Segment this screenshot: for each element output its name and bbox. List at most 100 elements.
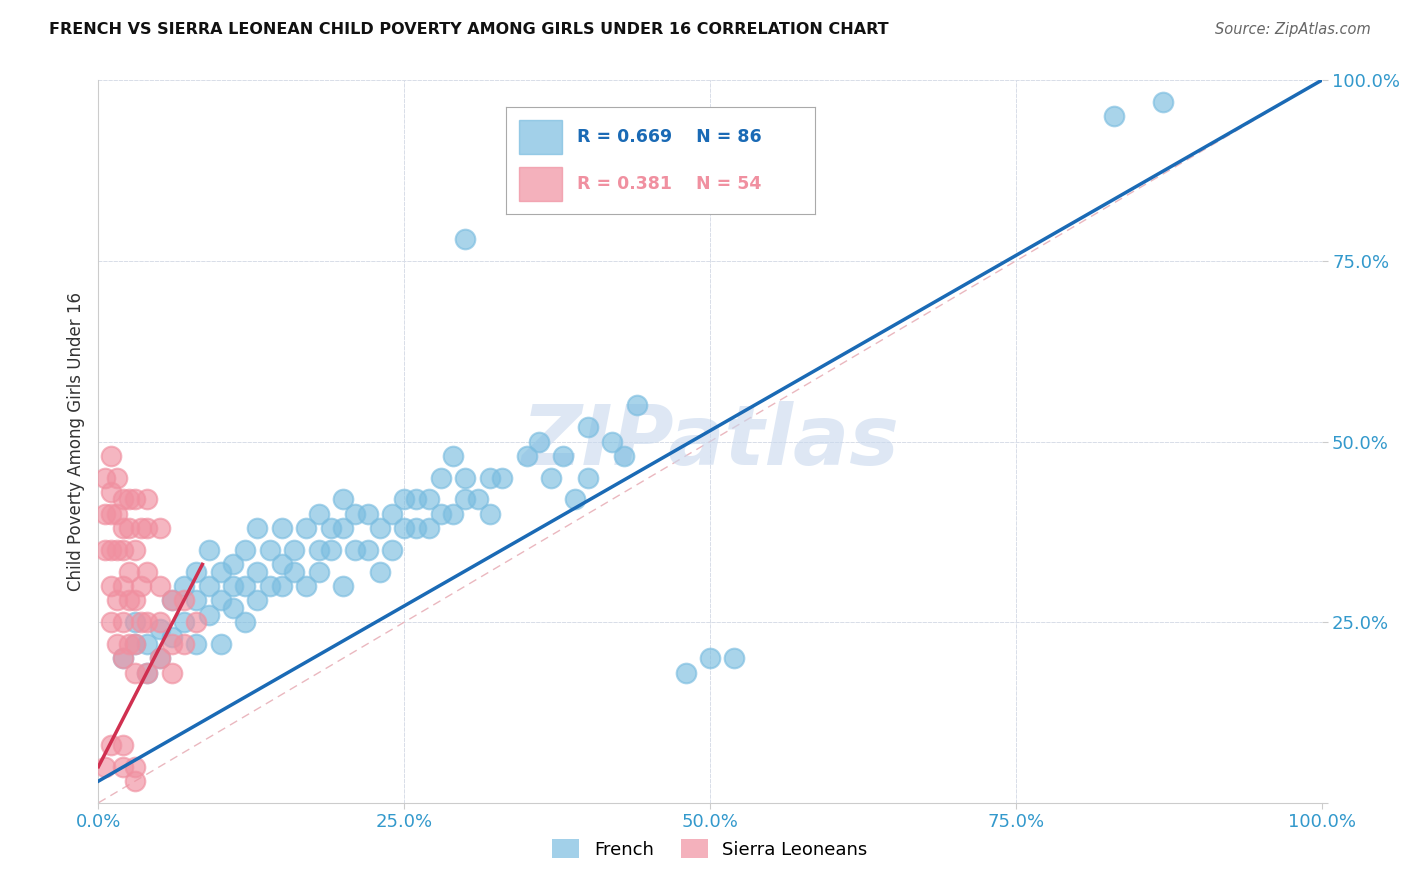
Point [124, 615, 146, 630]
Point [100, 449, 122, 463]
Text: R = 0.669    N = 86: R = 0.669 N = 86 [578, 128, 762, 146]
Point [160, 665, 183, 680]
Point [209, 593, 232, 607]
Point [332, 521, 354, 535]
Point [197, 542, 219, 557]
Point [160, 593, 183, 607]
Point [111, 615, 134, 630]
Point [478, 470, 501, 484]
Point [111, 521, 134, 535]
Bar [519, 167, 562, 202]
Point [233, 579, 256, 593]
Point [723, 651, 745, 665]
Point [626, 398, 648, 412]
Point [344, 507, 367, 521]
Point [295, 579, 318, 593]
Text: FRENCH VS SIERRA LEONEAN CHILD POVERTY AMONG GIRLS UNDER 16 CORRELATION CHART: FRENCH VS SIERRA LEONEAN CHILD POVERTY A… [49, 22, 889, 37]
Point [270, 521, 294, 535]
Bar [519, 120, 562, 154]
Point [100, 738, 122, 752]
Point [111, 492, 134, 507]
Y-axis label: Child Poverty Among Girls Under 16: Child Poverty Among Girls Under 16 [66, 292, 84, 591]
Point [222, 600, 245, 615]
Point [1102, 110, 1125, 124]
Point [319, 521, 342, 535]
Point [111, 651, 134, 665]
Point [392, 521, 416, 535]
Point [332, 579, 354, 593]
Point [105, 593, 128, 607]
Point [124, 593, 146, 607]
Text: ZIPatlas: ZIPatlas [522, 401, 898, 482]
Point [295, 521, 318, 535]
Point [441, 449, 464, 463]
Point [418, 492, 440, 507]
Point [430, 470, 453, 484]
Point [173, 593, 195, 607]
Point [160, 593, 183, 607]
Point [136, 615, 159, 630]
Point [149, 615, 172, 630]
Point [381, 507, 404, 521]
Point [430, 507, 453, 521]
Point [149, 521, 172, 535]
Point [381, 542, 404, 557]
Text: Source: ZipAtlas.com: Source: ZipAtlas.com [1215, 22, 1371, 37]
Point [100, 542, 122, 557]
Point [186, 565, 208, 579]
Point [136, 565, 159, 579]
Point [124, 637, 146, 651]
Point [93, 507, 115, 521]
Point [118, 492, 141, 507]
Point [149, 651, 172, 665]
Point [515, 449, 537, 463]
Point [186, 593, 208, 607]
Point [111, 542, 134, 557]
Point [111, 579, 134, 593]
Point [576, 470, 599, 484]
Point [270, 558, 294, 572]
Point [283, 542, 305, 557]
Point [118, 637, 141, 651]
Point [124, 542, 146, 557]
Point [699, 651, 721, 665]
Point [100, 615, 122, 630]
Point [136, 665, 159, 680]
Point [124, 637, 146, 651]
Point [441, 507, 464, 521]
Point [222, 558, 245, 572]
Point [233, 615, 256, 630]
Point [418, 521, 440, 535]
Legend: French, Sierra Leoneans: French, Sierra Leoneans [546, 832, 875, 866]
Point [308, 507, 330, 521]
Point [454, 232, 477, 246]
Point [186, 637, 208, 651]
Point [111, 760, 134, 774]
Point [270, 579, 294, 593]
Point [246, 593, 269, 607]
Point [246, 565, 269, 579]
Point [600, 434, 623, 449]
Point [129, 579, 152, 593]
Point [149, 623, 172, 637]
Point [308, 542, 330, 557]
Point [149, 651, 172, 665]
Point [105, 542, 128, 557]
Point [332, 492, 354, 507]
Point [105, 637, 128, 651]
Point [173, 637, 195, 651]
Point [93, 542, 115, 557]
Point [478, 507, 501, 521]
Point [93, 470, 115, 484]
Point [124, 774, 146, 789]
Point [173, 579, 195, 593]
Point [149, 579, 172, 593]
Point [675, 665, 697, 680]
Point [233, 542, 256, 557]
Point [111, 651, 134, 665]
Point [197, 579, 219, 593]
Point [197, 607, 219, 622]
Point [124, 760, 146, 774]
Point [454, 492, 477, 507]
Point [553, 449, 575, 463]
